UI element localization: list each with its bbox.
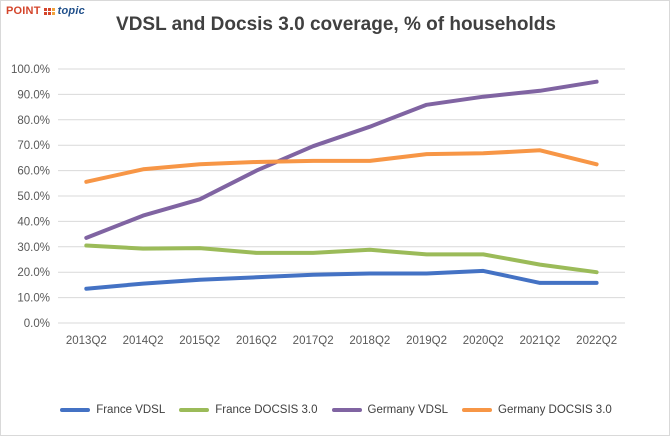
chart-legend: France VDSL France DOCSIS 3.0 Germany VDSL…: [0, 404, 672, 416]
y-tick-label: 10.0%: [17, 293, 50, 305]
x-tick-label: 2016Q2: [236, 335, 277, 347]
x-tick-label: 2013Q2: [66, 335, 107, 347]
x-tick-label: 2017Q2: [293, 335, 334, 347]
y-tick-label: 20.0%: [17, 267, 50, 279]
logo-sub-text: topic: [57, 5, 85, 17]
series-line-germany-vdsl: [84, 79, 599, 240]
legend-item: France VDSL: [60, 404, 165, 416]
x-tick-label: 2018Q2: [349, 335, 390, 347]
legend-item: France DOCSIS 3.0: [179, 404, 318, 416]
y-tick-label: 30.0%: [17, 242, 50, 254]
x-tick-label: 2014Q2: [123, 335, 164, 347]
x-tick-label: 2021Q2: [519, 335, 560, 347]
chart-title: VDSL and Docsis 3.0 coverage, % of house…: [116, 14, 556, 35]
legend-label: Germany DOCSIS 3.0: [498, 404, 612, 416]
legend-swatch: [179, 408, 210, 412]
gridlines: [58, 68, 625, 324]
y-tick-label: 90.0%: [17, 89, 50, 101]
x-tick-label: 2022Q2: [576, 335, 617, 347]
legend-swatch: [462, 408, 493, 412]
legend-label: France DOCSIS 3.0: [215, 404, 318, 416]
series-line-france-vdsl: [84, 268, 599, 291]
legend-swatch: [331, 408, 362, 412]
legend-label: Germany VDSL: [367, 404, 449, 416]
series-line-germany-docsis-3-0: [84, 148, 599, 184]
legend-label: France VDSL: [96, 404, 166, 416]
point-topic-logo: POINT topic: [6, 5, 85, 17]
logo-main-text: POINT: [6, 5, 41, 17]
y-tick-label: 60.0%: [17, 166, 50, 178]
y-tick-label: 0.0%: [24, 318, 50, 330]
series-line-france-docsis-3-0: [84, 243, 599, 275]
y-tick-label: 100.0%: [11, 64, 50, 76]
y-tick-label: 80.0%: [17, 115, 50, 127]
x-tick-label: 2015Q2: [179, 335, 220, 347]
legend-item: Germany VDSL: [331, 404, 449, 416]
y-axis-ticks: 0.0% 10.0% 20.0% 30.0% 40.0% 50.0% 60.0% 70.0% 8…: [11, 64, 50, 330]
logo-dots-icon: [43, 7, 55, 15]
y-tick-label: 70.0%: [17, 140, 50, 152]
legend-swatch: [60, 408, 91, 412]
y-tick-label: 50.0%: [17, 191, 50, 203]
x-tick-label: 2019Q2: [406, 335, 447, 347]
legend-item: Germany DOCSIS 3.0: [462, 404, 612, 416]
y-tick-label: 40.0%: [17, 216, 50, 228]
x-tick-label: 2020Q2: [463, 335, 504, 347]
series-lines: [84, 79, 599, 291]
x-axis-ticks: 2013Q2 2014Q2 2015Q2 2016Q2 2017Q2 2018Q2 2019…: [66, 335, 617, 347]
